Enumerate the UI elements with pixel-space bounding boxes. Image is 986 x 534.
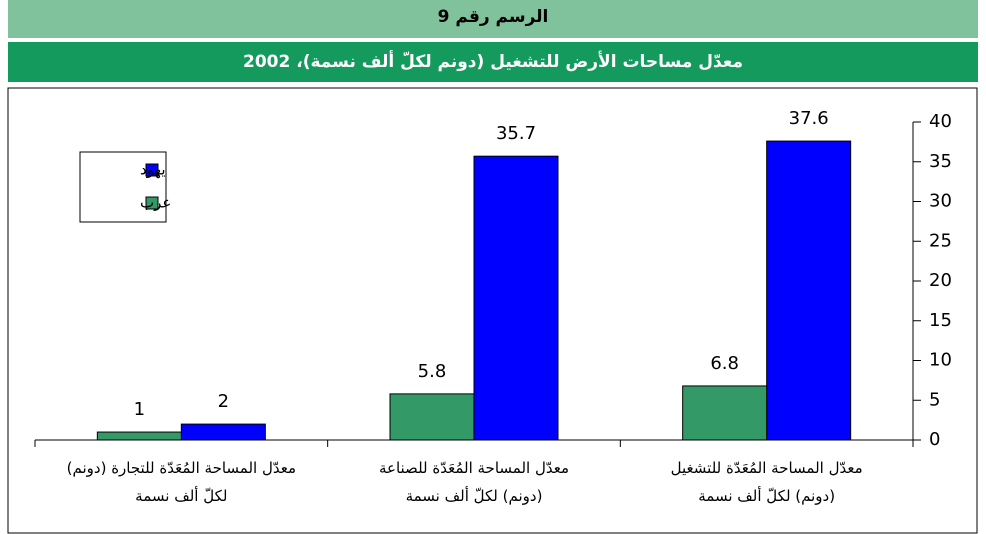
y-tick-label: 0 (929, 429, 940, 450)
bar (766, 140, 852, 441)
bar (96, 431, 182, 441)
x-tick-label: معدّل المساحة المُعَدّة للتجارة (دونم) ل… (66, 459, 297, 505)
bar (389, 393, 475, 441)
bar (682, 385, 768, 441)
legend-swatch (145, 163, 159, 177)
bar (180, 423, 266, 441)
x-tick-label: معدّل المساحة المُعَدّة للتشغيل (دونم) ل… (670, 459, 863, 505)
figure-label: الرسم رقم 9 (8, 0, 978, 38)
chart-title: معدّل مساحات الأرض للتشغيل (دونم لكلّ أل… (8, 42, 978, 82)
y-tick-label: 30 (929, 191, 952, 212)
y-tick-label: 5 (929, 389, 940, 410)
legend-swatch (145, 196, 159, 210)
x-tick-label: معدّل المساحة المُعَدّة للصناعة (دونم) ل… (378, 459, 570, 505)
y-tick-label: 40 (929, 111, 952, 132)
y-tick-label: 35 (929, 151, 952, 172)
y-tick-label: 10 (929, 350, 952, 371)
data-label: 1 (134, 399, 145, 420)
legend-label: يهود (140, 161, 166, 179)
y-tick-label: 15 (929, 310, 952, 331)
chart-frame (7, 87, 978, 534)
data-label: 37.6 (789, 108, 829, 129)
y-tick-label: 25 (929, 230, 952, 251)
bar (473, 155, 559, 441)
y-tick-label: 20 (929, 270, 952, 291)
data-label: 2 (218, 391, 229, 412)
data-label: 6.8 (710, 353, 739, 374)
data-label: 35.7 (496, 123, 536, 144)
data-label: 5.8 (418, 361, 447, 382)
legend-label: عرب (140, 194, 171, 212)
